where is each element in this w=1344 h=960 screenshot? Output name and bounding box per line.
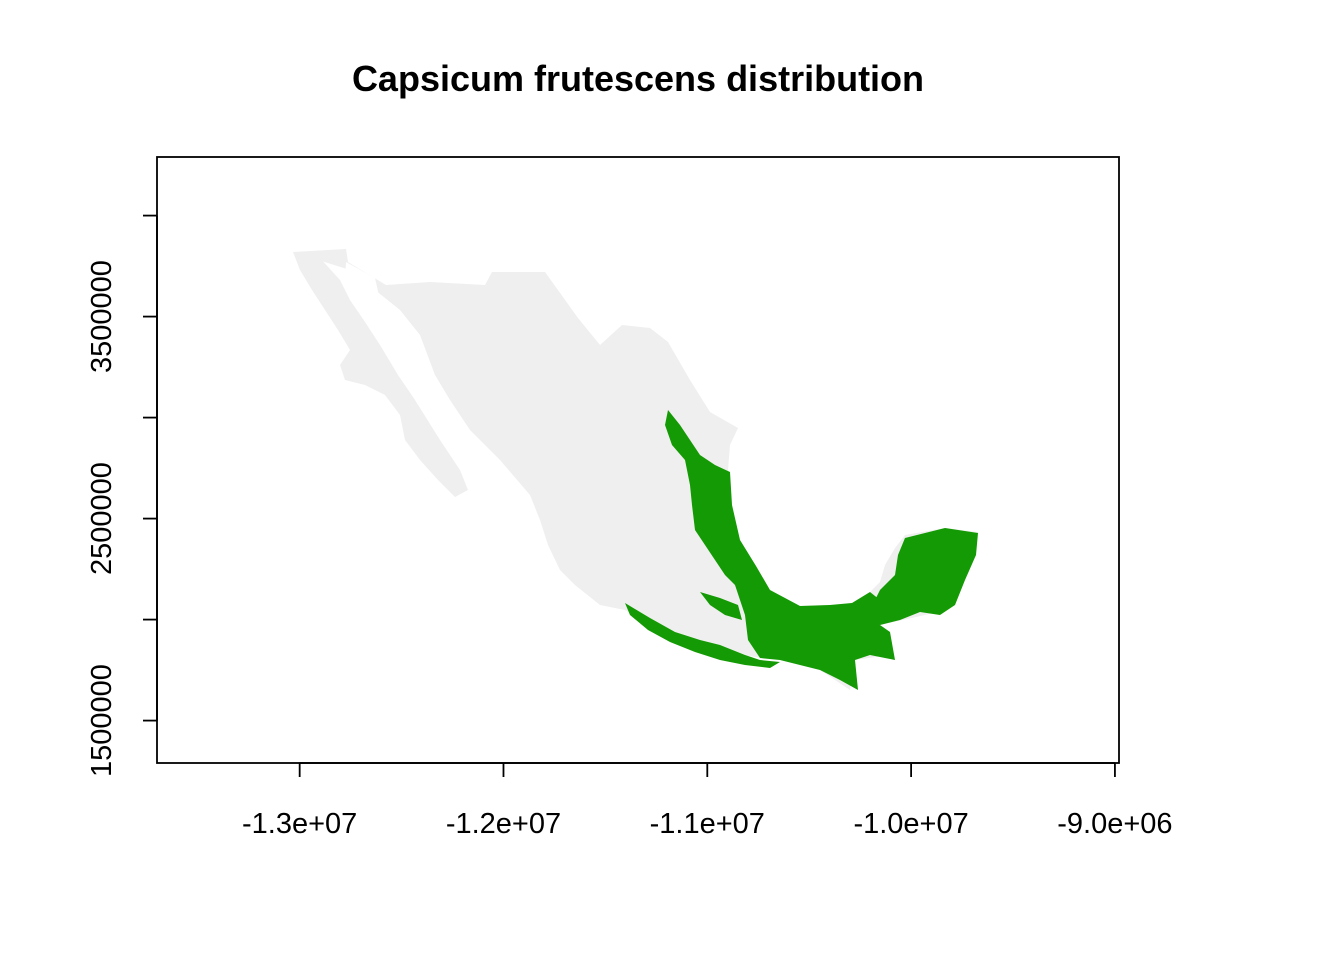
yucatan-distribution: [870, 528, 978, 625]
gulf-coast-distribution: [665, 410, 895, 690]
y-tick-label: 1500000: [86, 664, 118, 777]
plot-title: Capsicum frutescens distribution: [351, 58, 925, 99]
x-tick-label: -9.0e+06: [1057, 808, 1172, 840]
distribution-area: [625, 410, 978, 690]
land-area: [293, 249, 978, 690]
west-balsas-distribution: [700, 592, 742, 620]
x-tick-label: -1.2e+07: [446, 808, 561, 840]
x-tick-label: -1.3e+07: [242, 808, 357, 840]
gulf-of-california: [345, 262, 430, 410]
baja-california: [293, 252, 468, 497]
pacific-coast-distribution: [625, 603, 780, 668]
y-axis: 1500000 2500000 3500000: [86, 214, 158, 777]
x-tick-label: -1.0e+07: [853, 808, 968, 840]
x-tick-label: -1.1e+07: [650, 808, 765, 840]
x-axis: -1.3e+07 -1.2e+07 -1.1e+07 -1.0e+07 -9.0e+06: [242, 762, 1173, 840]
mainland: [293, 249, 978, 690]
y-tick-label: 2500000: [86, 462, 118, 575]
y-tick-label: 3500000: [86, 260, 118, 373]
